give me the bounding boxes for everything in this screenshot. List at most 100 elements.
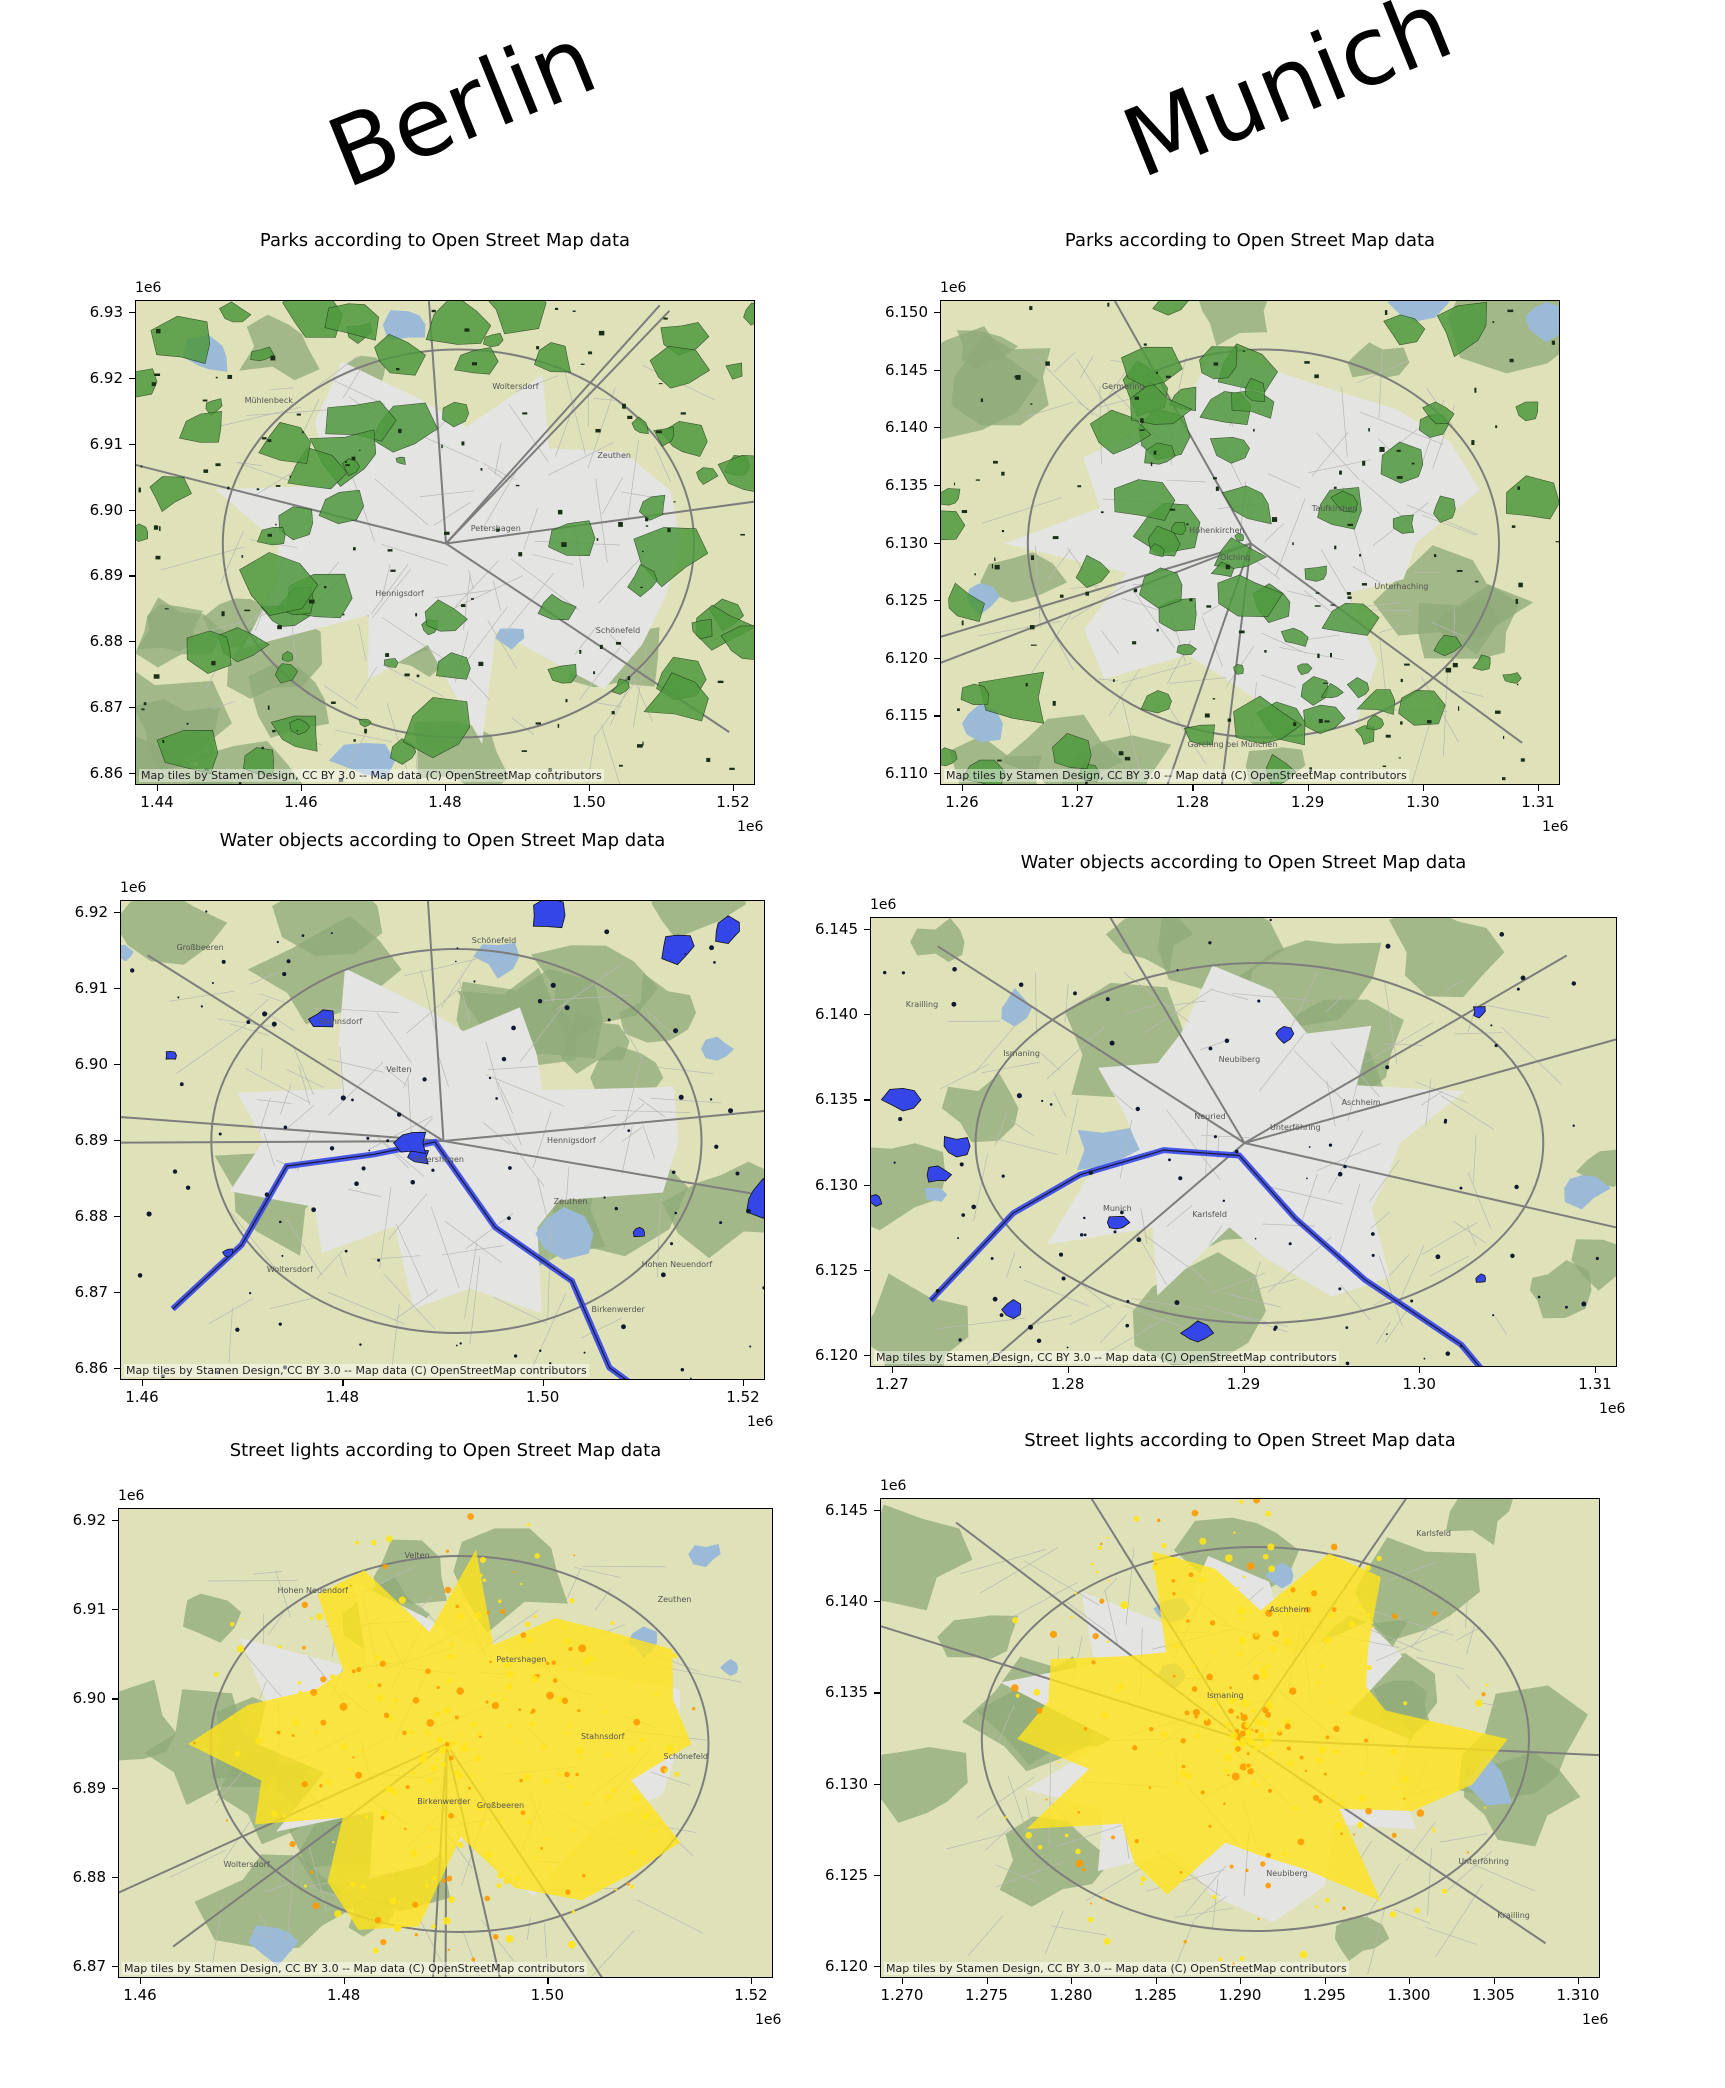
street-light-cluster (448, 1755, 454, 1761)
park-feature (754, 672, 755, 675)
y-tick-mark (934, 773, 940, 775)
street-light-cluster (466, 1748, 470, 1752)
y-tick-mark (864, 1099, 870, 1101)
park-feature (1025, 682, 1028, 687)
x-tick-label: 1.27 (1060, 793, 1094, 811)
park-feature (272, 729, 276, 733)
street-light-cluster (1333, 1749, 1340, 1755)
water-feature (660, 1272, 666, 1278)
street-light-cluster (1360, 1771, 1365, 1776)
street-light-cluster (412, 1697, 420, 1704)
forest-area (1529, 1260, 1592, 1319)
water-feature (1073, 991, 1077, 996)
y-tick-label: 6.87 (72, 1957, 106, 1975)
park-feature (470, 598, 474, 600)
y-tick-label: 6.140 (815, 1005, 858, 1024)
park-feature (1379, 446, 1385, 452)
street-light-cluster (1161, 1542, 1167, 1549)
street-light-cluster (367, 1683, 373, 1689)
street-light-cluster (530, 1711, 533, 1715)
street-light-cluster (443, 1707, 451, 1714)
street-light-cluster (403, 1827, 407, 1831)
park-feature (1502, 777, 1506, 781)
park-feature (1509, 358, 1514, 363)
street-light-cluster (561, 1697, 569, 1704)
park-feature (296, 729, 298, 732)
water-polygon (1179, 1320, 1215, 1343)
park-feature (1515, 598, 1519, 604)
street-light-cluster (320, 1719, 327, 1726)
street-light-cluster (1265, 1711, 1272, 1718)
street-light-cluster (414, 1730, 417, 1734)
street-light-cluster (1227, 1773, 1230, 1777)
street-light-cluster (1283, 1638, 1291, 1646)
water-feature (670, 1242, 674, 1246)
street-light-cluster (1185, 1772, 1193, 1780)
park-feature (275, 523, 277, 526)
y-tick-label: 6.92 (89, 368, 123, 387)
street-light-cluster (1237, 1606, 1246, 1615)
street-light-cluster (391, 1705, 396, 1709)
street-light-cluster (546, 1836, 550, 1841)
street-light-cluster (332, 1840, 335, 1844)
park-polygon (205, 398, 223, 416)
street-light-cluster (564, 1731, 569, 1736)
street-light-cluster (1363, 1738, 1369, 1743)
park-feature (656, 430, 663, 434)
street-light-cluster (1390, 1748, 1398, 1756)
street-light-cluster (1049, 1630, 1058, 1638)
street-light-cluster (1242, 1575, 1246, 1579)
park-feature (706, 757, 711, 762)
street-light-cluster (1099, 1598, 1105, 1604)
water-feature (1370, 1232, 1375, 1236)
park-polygon (219, 301, 252, 323)
park-feature (353, 547, 356, 551)
water-body (924, 1187, 948, 1202)
water-feature (282, 1365, 288, 1370)
water-feature (129, 968, 135, 973)
park-polygon (547, 663, 577, 684)
park-polygon (1297, 663, 1313, 676)
y-tick-label: 6.120 (815, 1346, 858, 1364)
park-feature (1215, 486, 1219, 491)
street-light-cluster (289, 1840, 296, 1848)
forest-area (1198, 301, 1268, 347)
water-feature (278, 1220, 282, 1224)
park-polygon (1199, 346, 1238, 380)
park-feature (993, 460, 998, 464)
water-feature (1423, 1357, 1426, 1360)
park-feature (204, 768, 209, 771)
x-tick-label: 1.28 (1051, 1375, 1085, 1393)
park-feature (1404, 663, 1410, 666)
street-light-cluster (500, 1608, 506, 1615)
street-light-cluster (1265, 1609, 1273, 1617)
park-feature (1114, 777, 1117, 780)
water-feature (951, 1001, 957, 1007)
river-outline (172, 1141, 627, 1379)
park-feature (615, 641, 622, 645)
y-tick-label: 6.90 (74, 1055, 108, 1073)
street-light-cluster (1198, 1576, 1206, 1584)
street-network (938, 971, 1562, 1361)
water-feature (1435, 1254, 1441, 1260)
street-light-cluster (1103, 1938, 1111, 1945)
water-feature (508, 1166, 512, 1170)
street-light-cluster (448, 1896, 455, 1904)
y-tick-label: 6.87 (74, 1283, 108, 1301)
street-light-cluster (491, 1701, 499, 1710)
street-light-cluster (271, 1810, 278, 1818)
water-feature (455, 1344, 458, 1347)
water-feature (271, 1021, 277, 1027)
street-light-cluster (472, 1747, 476, 1751)
y-tick-mark (114, 1064, 120, 1066)
street-light-cluster (1230, 1731, 1238, 1740)
water-body (248, 1925, 299, 1966)
street-light-cluster (473, 1755, 482, 1763)
park-feature (1411, 462, 1415, 465)
street-light-cluster (479, 1822, 484, 1826)
street-light-cluster (513, 1570, 516, 1574)
y-tick-label: 6.125 (885, 591, 928, 610)
street-light-cluster (1107, 1579, 1110, 1582)
street-light-cluster (1223, 1768, 1229, 1774)
park-feature (645, 525, 649, 527)
